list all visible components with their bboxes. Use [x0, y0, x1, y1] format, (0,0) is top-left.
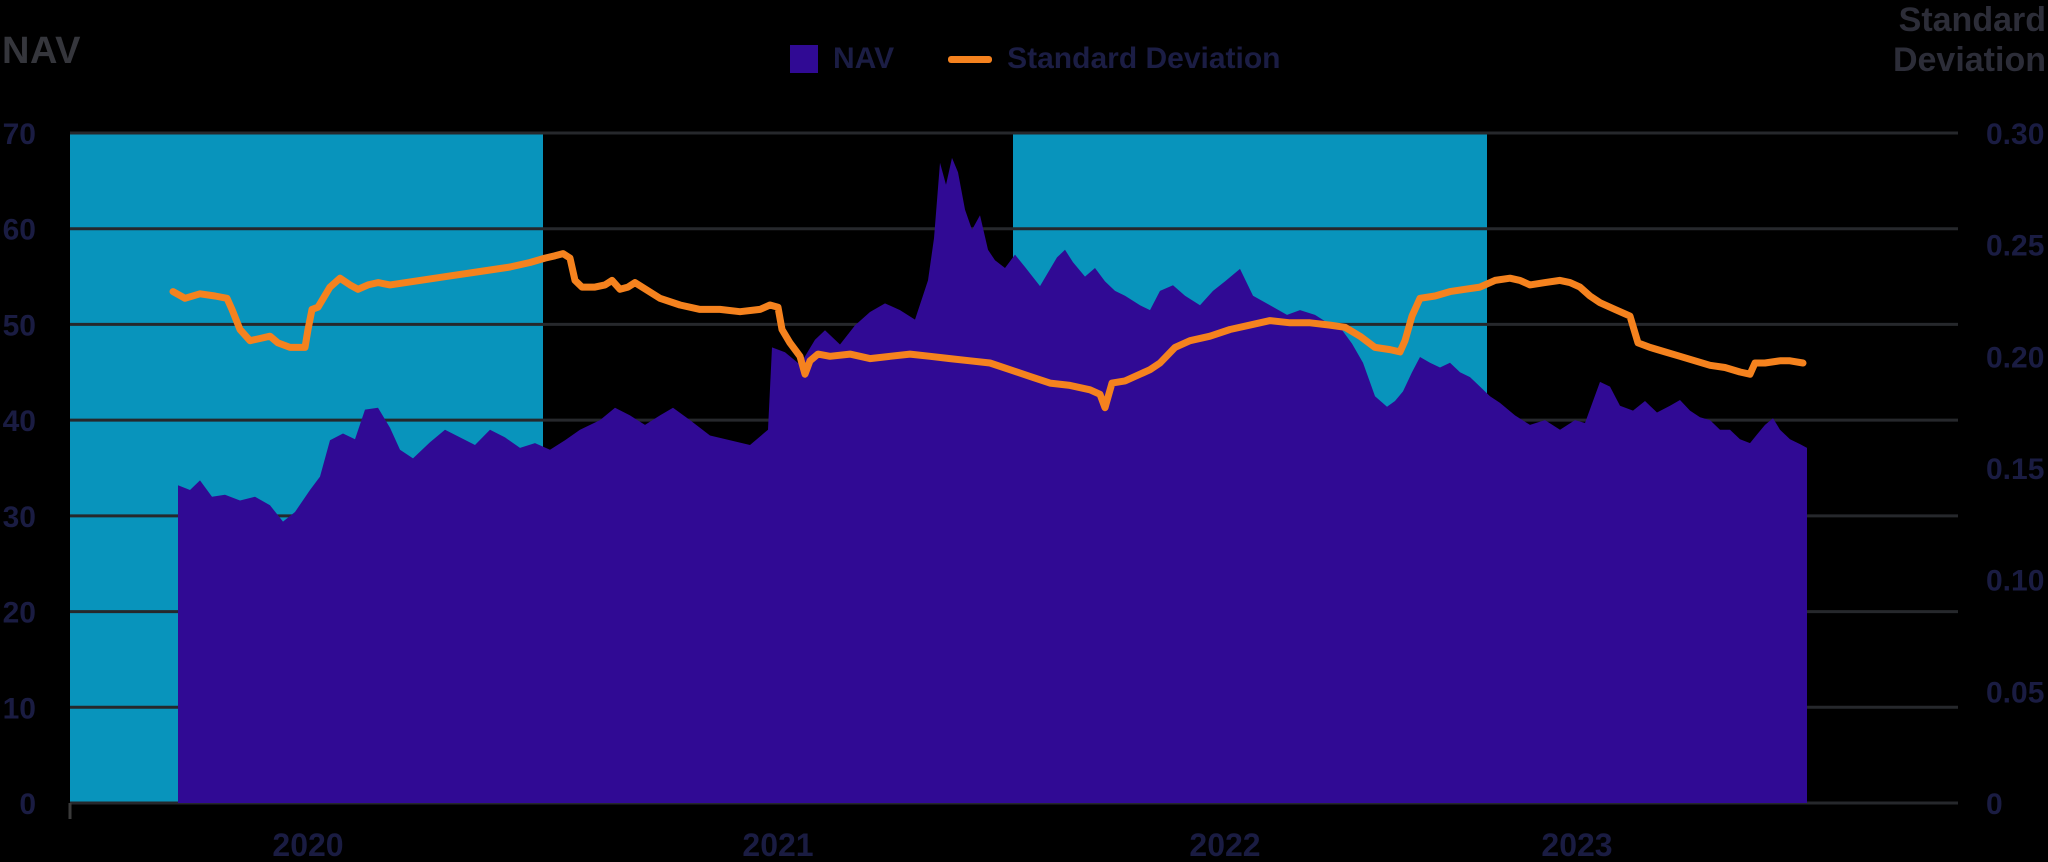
stddev-legend-swatch-icon [948, 55, 993, 63]
right-axis-tick-label: 0.05 [1986, 676, 2044, 709]
left-axis-tick-label: 10 [3, 692, 36, 725]
left-axis-tick-label: 40 [3, 405, 36, 438]
left-axis-tick-label: 60 [3, 214, 36, 247]
left-axis-tick-label: 50 [3, 309, 36, 342]
x-axis-year-label: 2023 [1541, 827, 1612, 862]
x-axis-year-label: 2022 [1189, 827, 1260, 862]
stddev-line-series [169, 250, 1807, 412]
left-axis-tick-label: 30 [3, 501, 36, 534]
x-axis-year-label: 2021 [742, 827, 813, 862]
left-axis-tick-label: 70 [3, 118, 36, 151]
right-axis-tick-label: 0.25 [1986, 230, 2044, 263]
nav-legend-swatch-icon [790, 45, 818, 73]
right-axis-tick-label: 0.20 [1986, 341, 2044, 374]
left-axis-tick-label: 0 [19, 788, 36, 821]
left-axis-tick-label: 20 [3, 597, 36, 630]
right-axis-tick-label: 0.10 [1986, 565, 2044, 598]
right-axis-tick-label: 0 [1986, 788, 2003, 821]
nav-legend-label: NAV [833, 42, 895, 75]
stddev-legend-label: Standard Deviation [1007, 42, 1281, 75]
right-axis-tick-label: 0.30 [1986, 118, 2044, 151]
right-axis-tick-label: 0.15 [1986, 453, 2044, 486]
legend: NAV Standard Deviation [790, 42, 1281, 76]
right-axis-title-line1: Standard [1898, 1, 2046, 39]
nav-area-series [178, 157, 1807, 803]
x-axis-year-label: 2020 [272, 827, 343, 862]
right-axis-title-line2: Deviation [1892, 41, 2046, 79]
left-axis-title: NAV [2, 30, 81, 72]
right-axis-title: Standard Deviation [1893, 0, 2046, 80]
